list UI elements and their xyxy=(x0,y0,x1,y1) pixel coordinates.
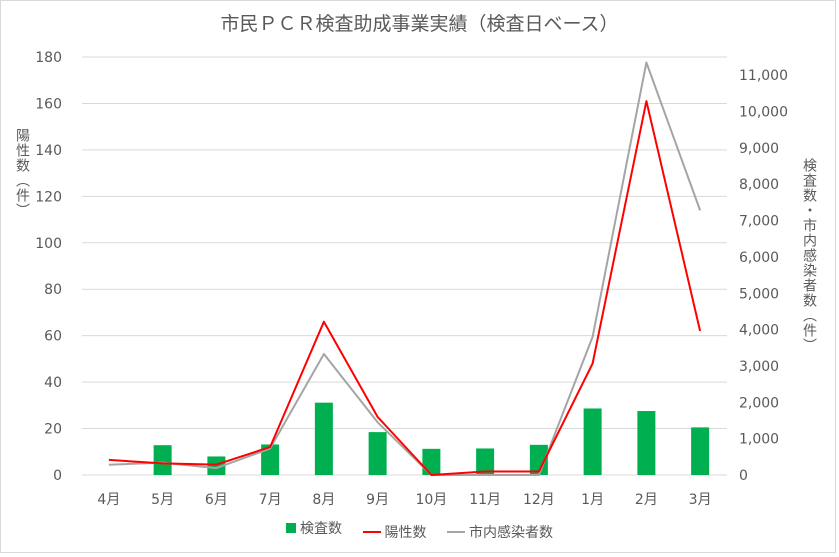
x-tick-label: 2月 xyxy=(635,492,658,508)
y-tick-label-left: 100 xyxy=(35,236,62,252)
line-positives xyxy=(108,100,702,476)
chart-legend: 検査数 陽性数 市内感染者数 xyxy=(0,518,839,542)
y-axis-label-right: 検査数・市内感染者数（件） xyxy=(801,158,817,353)
y-tick-label-right: 1,000 xyxy=(739,432,779,448)
y-tick-label-left: 20 xyxy=(44,422,62,438)
bar-tests xyxy=(583,408,602,475)
y-tick-label-right: 0 xyxy=(739,468,748,484)
x-tick-label: 6月 xyxy=(205,492,228,508)
y-tick-label-right: 10,000 xyxy=(739,105,788,121)
y-tick-label-right: 3,000 xyxy=(739,359,779,375)
x-tick-label: 4月 xyxy=(97,492,120,508)
y-tick-label-left: 40 xyxy=(44,375,62,391)
y-tick-label-right: 11,000 xyxy=(739,68,788,84)
legend-swatch-tests xyxy=(286,523,297,533)
legend-label-tests: 検査数 xyxy=(300,521,343,537)
y-axis-label-left: 陽性数（件） xyxy=(14,128,30,218)
legend-swatch-positives xyxy=(362,531,381,533)
y-tick-label-right: 6,000 xyxy=(739,250,779,266)
bar-tests xyxy=(207,456,226,475)
y-tick-label-left: 180 xyxy=(35,50,62,66)
x-tick-label: 3月 xyxy=(689,492,712,508)
y-tick-label-left: 160 xyxy=(35,96,62,112)
line-city-cases xyxy=(108,61,702,476)
x-tick-label: 1月 xyxy=(581,492,604,508)
bar-tests xyxy=(476,448,495,475)
legend-swatch-city-cases xyxy=(446,531,465,533)
y-tick-label-right: 4,000 xyxy=(739,323,779,339)
x-tick-label: 5月 xyxy=(151,492,174,508)
y-tick-label-right: 7,000 xyxy=(739,214,779,230)
bar-tests xyxy=(261,444,280,475)
y-tick-label-left: 120 xyxy=(35,189,62,205)
bar-tests xyxy=(637,411,656,475)
x-tick-label: 9月 xyxy=(366,492,389,508)
bar-tests xyxy=(422,448,441,475)
legend-item-tests: 検査数 xyxy=(286,518,342,538)
bar-tests xyxy=(368,432,387,475)
legend-label-city-cases: 市内感染者数 xyxy=(468,525,553,541)
x-tick-label: 10月 xyxy=(415,492,447,508)
y-tick-label-right: 8,000 xyxy=(739,177,779,193)
y-tick-label-left: 0 xyxy=(53,468,62,484)
bar-tests xyxy=(314,402,333,475)
legend-item-city-cases: 市内感染者数 xyxy=(446,522,553,542)
legend-item-positives: 陽性数 xyxy=(362,522,427,542)
x-tick-label: 11月 xyxy=(469,492,501,508)
y-tick-label-right: 5,000 xyxy=(739,286,779,302)
y-tick-label-left: 80 xyxy=(44,282,62,298)
legend-label-positives: 陽性数 xyxy=(384,525,427,541)
bar-tests xyxy=(153,445,172,475)
x-tick-label: 7月 xyxy=(259,492,282,508)
y-tick-label-right: 2,000 xyxy=(739,395,779,411)
y-tick-label-right: 9,000 xyxy=(739,141,779,157)
bar-tests xyxy=(691,427,710,475)
y-tick-label-left: 140 xyxy=(35,143,62,159)
x-tick-label: 8月 xyxy=(312,492,335,508)
bar-tests xyxy=(529,444,548,475)
y-tick-label-left: 60 xyxy=(44,329,62,345)
x-tick-label: 12月 xyxy=(523,492,555,508)
chart-title: 市民ＰＣＲ検査助成事業実績（検査日ベース） xyxy=(220,13,619,35)
